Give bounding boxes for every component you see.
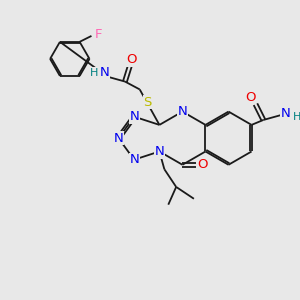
Text: N: N	[129, 110, 139, 123]
Text: H: H	[293, 112, 300, 122]
Text: H: H	[90, 68, 99, 78]
Text: S: S	[143, 96, 152, 109]
Text: N: N	[154, 145, 164, 158]
Text: N: N	[281, 106, 291, 120]
Text: N: N	[178, 105, 187, 118]
Text: O: O	[127, 53, 137, 66]
Text: F: F	[94, 28, 102, 41]
Text: N: N	[129, 153, 139, 166]
Text: O: O	[245, 91, 256, 104]
Text: N: N	[114, 132, 123, 145]
Text: O: O	[197, 158, 207, 171]
Text: N: N	[99, 66, 109, 79]
